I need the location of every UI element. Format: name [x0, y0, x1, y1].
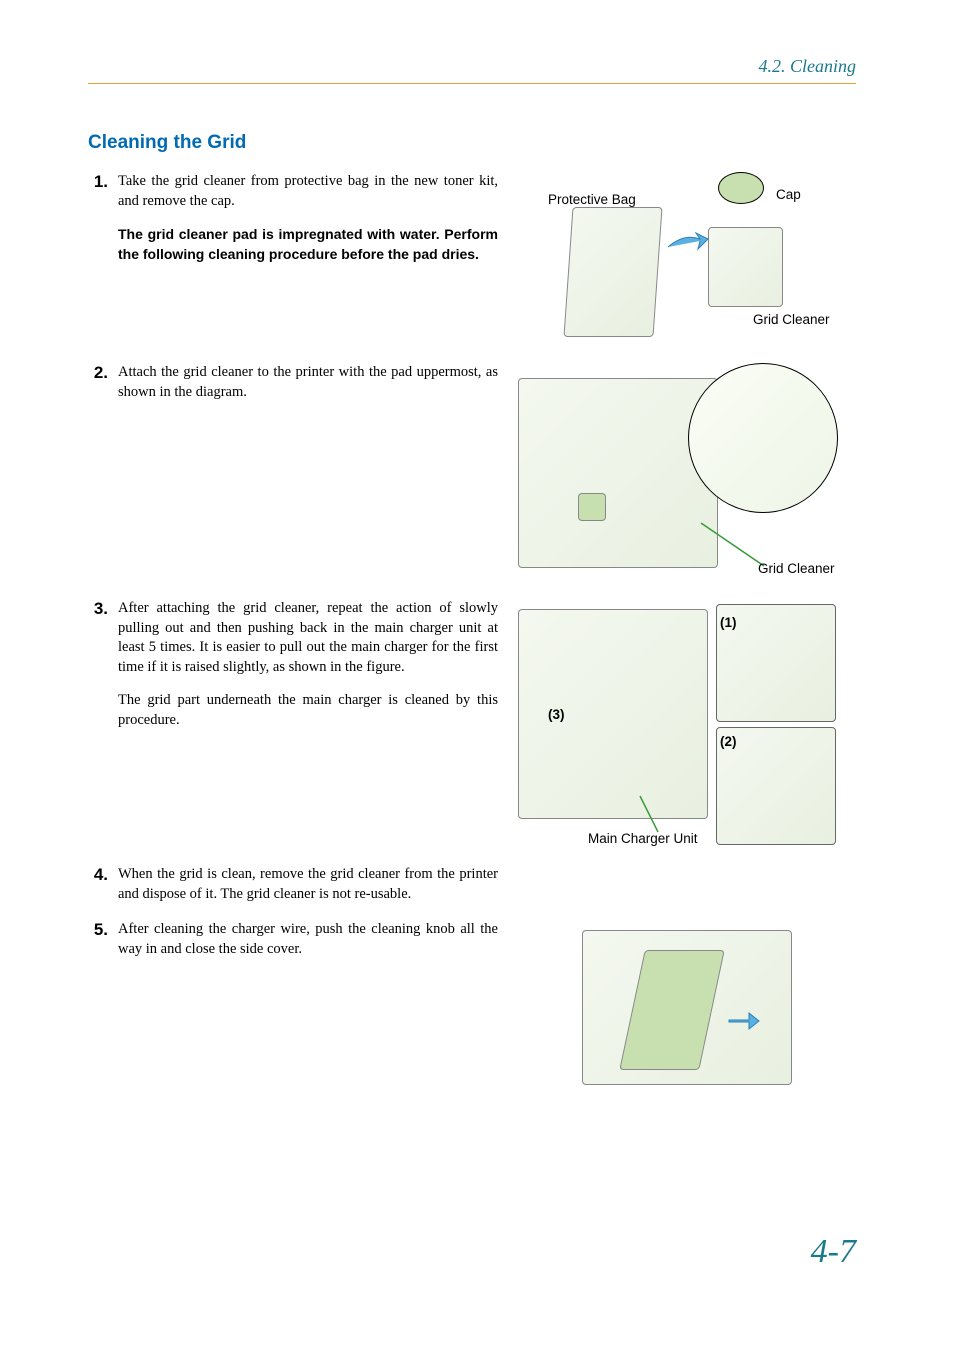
page-number: 4-7	[811, 1233, 856, 1271]
step-1-row: 1. Take the grid cleaner from protective…	[88, 172, 856, 347]
step-1-num: 1.	[88, 172, 118, 192]
fig3-label-1: (1)	[720, 615, 737, 630]
step-3-para2: The grid part underneath the main charge…	[118, 691, 498, 730]
fig1-label-cleaner: Grid Cleaner	[753, 312, 830, 327]
step-2-num: 2.	[88, 363, 118, 383]
step-5-num: 5.	[88, 920, 118, 940]
section-title: Cleaning the Grid	[88, 132, 856, 154]
page-root: 4.2. Cleaning Cleaning the Grid 1. Take …	[0, 0, 954, 1351]
step-3-row: 3. After attaching the grid cleaner, rep…	[88, 599, 856, 849]
step-4-row: 4. When the grid is clean, remove the gr…	[88, 865, 856, 904]
step-3-body: After attaching the grid cleaner, repeat…	[118, 600, 498, 675]
pointer-line-icon	[696, 518, 766, 568]
step-1-body: Take the grid cleaner from protective ba…	[118, 173, 498, 209]
step-5-row: 5. After cleaning the charger wire, push…	[88, 920, 856, 1095]
step-3-text: After attaching the grid cleaner, repeat…	[118, 599, 498, 730]
step-4-num: 4.	[88, 865, 118, 885]
figure-3: (1) (2) (3) Main Charger Unit	[498, 599, 856, 849]
step-4-text: When the grid is clean, remove the grid …	[118, 865, 498, 904]
figure-5	[498, 920, 856, 1095]
fig1-label-cap: Cap	[776, 187, 801, 202]
step-2-row: 2. Attach the grid cleaner to the printe…	[88, 363, 856, 583]
step-5-text: After cleaning the charger wire, push th…	[118, 920, 498, 959]
figure-1: Protective Bag Cap Grid Cleaner	[498, 172, 856, 347]
figure-2: Grid Cleaner	[498, 363, 856, 583]
step-1-bold: The grid cleaner pad is impregnated with…	[118, 225, 498, 264]
fig3-label-3: (3)	[548, 707, 565, 722]
pointer-line-icon	[638, 794, 678, 834]
arrow-icon	[727, 1010, 761, 1032]
fig1-label-bag: Protective Bag	[548, 192, 636, 207]
arrow-icon	[666, 227, 710, 255]
step-1-text: Take the grid cleaner from protective ba…	[118, 172, 498, 264]
step-3-num: 3.	[88, 599, 118, 619]
fig2-label-cleaner: Grid Cleaner	[758, 561, 835, 576]
step-2-text: Attach the grid cleaner to the printer w…	[118, 363, 498, 402]
page-header: 4.2. Cleaning	[88, 56, 856, 84]
fig3-label-2: (2)	[720, 734, 737, 749]
